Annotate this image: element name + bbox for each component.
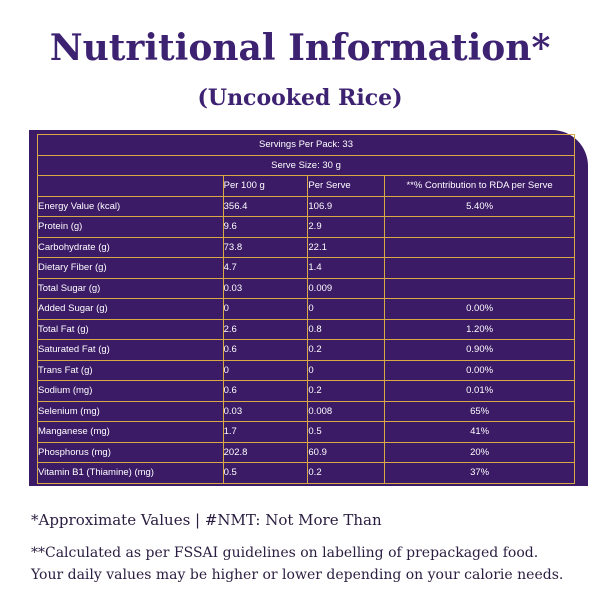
nutrient-name: Manganese (mg) [37,421,224,443]
table-row: Selenium (mg) 0.03 0.008 65% [37,400,575,422]
per-100g-value: 1.7 [222,421,309,443]
table-row: Total Fat (g) 2.6 0.8 1.20% [37,318,575,340]
per-serve-value: 60.9 [307,441,386,463]
servings-row: Servings Per Pack: 33 [37,134,575,156]
table-row: Dietary Fiber (g) 4.7 1.4 [37,257,575,279]
nutrient-name: Vitamin B1 (Thiamine) (mg) [37,462,224,484]
per-100g-value: 2.6 [222,318,309,340]
per-serve-value: 2.9 [307,216,386,238]
footnote-daily-values: Your daily values may be higher or lower… [31,567,564,583]
nutrient-name: Protein (g) [37,216,224,238]
nutrient-name: Added Sugar (g) [37,298,224,320]
nutrient-name: Total Sugar (g) [37,277,224,299]
nutrient-name: Energy Value (kcal) [37,195,224,217]
per-100g-value: 9.6 [222,216,309,238]
per-100g-value: 0.6 [222,339,309,361]
per-serve-value: 0.8 [307,318,386,340]
per-serve-value: 0 [307,359,386,381]
table-row: Total Sugar (g) 0.03 0.009 [37,277,575,299]
per-100g-value: 0.03 [222,277,309,299]
per-serve-value: 0.2 [307,462,386,484]
table-row: Added Sugar (g) 0 0 0.00% [37,298,575,320]
table-row: Sodium (mg) 0.6 0.2 0.01% [37,380,575,402]
footnote-approximate: *Approximate Values | #NMT: Not More Tha… [31,511,382,529]
rda-value: 0.00% [384,359,575,381]
per-100g-value: 356.4 [222,195,309,217]
table-row: Energy Value (kcal) 356.4 106.9 5.40% [37,195,575,217]
column-header-rda: **% Contribution to RDA per Serve [384,175,575,197]
nutrient-name: Sodium (mg) [37,380,224,402]
per-100g-value: 0 [222,359,309,381]
column-header-per-100g: Per 100 g [222,175,309,197]
per-serve-value: 0.5 [307,421,386,443]
rda-value: 1.20% [384,318,575,340]
per-serve-value: 1.4 [307,257,386,279]
nutrient-name: Saturated Fat (g) [37,339,224,361]
table-row: Saturated Fat (g) 0.6 0.2 0.90% [37,339,575,361]
table-row: Carbohydrate (g) 73.8 22.1 [37,236,575,258]
header-row: Per 100 g Per Serve **% Contribution to … [37,175,575,197]
per-serve-value: 0.2 [307,339,386,361]
footnote-fssai: **Calculated as per FSSAI guidelines on … [31,545,539,561]
nutrient-name: Selenium (mg) [37,400,224,422]
nutrient-name: Carbohydrate (g) [37,236,224,258]
nutrient-name: Dietary Fiber (g) [37,257,224,279]
table-row: Phosphorus (mg) 202.8 60.9 20% [37,441,575,463]
column-header-nutrient [37,175,224,197]
nutrient-name: Trans Fat (g) [37,359,224,381]
per-serve-value: 0 [307,298,386,320]
table-row: Vitamin B1 (Thiamine) (mg) 0.5 0.2 37% [37,462,575,484]
rda-value: 41% [384,421,575,443]
rda-value: 20% [384,441,575,463]
per-serve-value: 0.008 [307,400,386,422]
rda-value [384,236,575,258]
column-header-per-serve: Per Serve [307,175,386,197]
per-serve-value: 0.2 [307,380,386,402]
table-row: Manganese (mg) 1.7 0.5 41% [37,421,575,443]
nutrition-table: Servings Per Pack: 33 Serve Size: 30 g P… [37,134,575,484]
per-serve-value: 106.9 [307,195,386,217]
rda-value: 0.00% [384,298,575,320]
rda-value [384,257,575,279]
rda-value [384,277,575,299]
per-100g-value: 0.03 [222,400,309,422]
rda-value: 0.01% [384,380,575,402]
per-100g-value: 0.6 [222,380,309,402]
servings-per-pack: Servings Per Pack: 33 [37,134,575,156]
page-subtitle: (Uncooked Rice) [197,85,403,111]
per-serve-value: 0.009 [307,277,386,299]
page-title: Nutritional Information* [49,27,551,69]
per-100g-value: 73.8 [222,236,309,258]
per-100g-value: 0 [222,298,309,320]
serve-size-row: Serve Size: 30 g [37,154,575,176]
rda-value: 65% [384,400,575,422]
rda-value: 37% [384,462,575,484]
per-100g-value: 202.8 [222,441,309,463]
per-serve-value: 22.1 [307,236,386,258]
table-row: Trans Fat (g) 0 0 0.00% [37,359,575,381]
table-row: Protein (g) 9.6 2.9 [37,216,575,238]
rda-value: 0.90% [384,339,575,361]
rda-value: 5.40% [384,195,575,217]
nutrient-name: Phosphorus (mg) [37,441,224,463]
rda-value [384,216,575,238]
nutrient-name: Total Fat (g) [37,318,224,340]
per-100g-value: 0.5 [222,462,309,484]
per-100g-value: 4.7 [222,257,309,279]
serve-size: Serve Size: 30 g [37,154,575,176]
